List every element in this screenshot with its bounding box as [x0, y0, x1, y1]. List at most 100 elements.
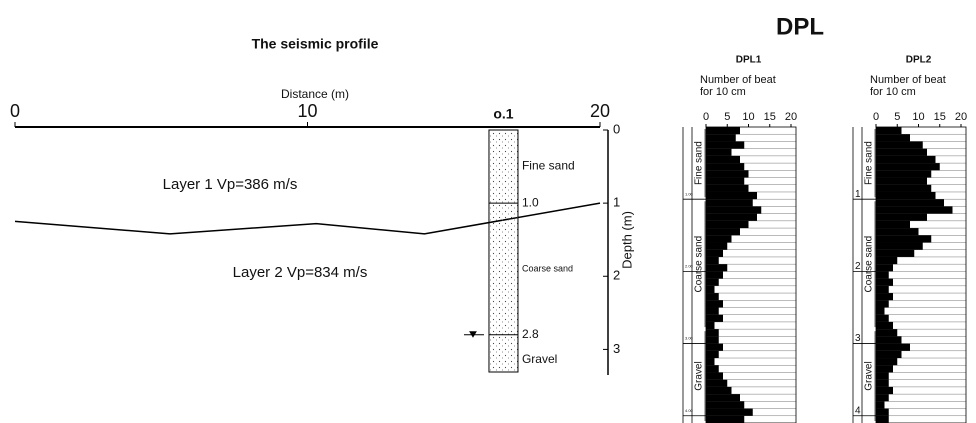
bar: [706, 379, 728, 387]
bar: [706, 256, 719, 265]
annotation: Layer 1 Vp=386 m/s: [163, 176, 298, 193]
bar: [706, 358, 715, 366]
bar: [706, 199, 753, 207]
bar: [876, 213, 927, 221]
bar: [876, 271, 889, 279]
bar: [706, 307, 719, 315]
bar: [876, 321, 893, 330]
bar: [876, 278, 893, 286]
annotation: Layer 2 Vp=834 m/s: [233, 264, 368, 281]
bar: [876, 307, 885, 315]
bar: [706, 177, 745, 185]
bar: [876, 300, 889, 308]
x-axis-label: for 10 cm: [870, 86, 916, 98]
group-title: DPL: [776, 13, 824, 40]
bar: [706, 415, 745, 423]
y-tick-label: 2: [855, 261, 861, 272]
bar: [706, 213, 757, 221]
water-table: [463, 331, 484, 338]
bar: [876, 163, 940, 171]
y-tick-label: 1: [613, 195, 620, 210]
bar: [706, 293, 719, 301]
bar: [876, 386, 893, 395]
layer-label: Coarse sand: [694, 236, 705, 293]
bar: [706, 278, 719, 286]
bar: [706, 170, 749, 178]
x-tick-label: 0: [703, 111, 709, 123]
y-tick-label: 3: [613, 341, 620, 356]
bar: [876, 372, 889, 380]
bar: [876, 170, 932, 178]
bar: [706, 228, 740, 236]
x-tick-label: 20: [590, 101, 610, 121]
bar: [706, 343, 723, 351]
borehole: [488, 129, 519, 373]
bar: [876, 256, 898, 265]
bar: [876, 314, 889, 322]
bar: [876, 228, 919, 236]
bar: [876, 184, 932, 192]
bar: [876, 155, 936, 164]
bar: [706, 329, 719, 337]
depth-mark-label: 1.0: [522, 195, 539, 209]
x-tick-label: 15: [764, 111, 776, 123]
bar: [706, 163, 745, 171]
bar: [876, 177, 927, 185]
layer-label: Fine sand: [522, 159, 575, 173]
chart-title: DPL2: [906, 55, 932, 66]
bar: [876, 379, 889, 387]
x-axis-label: Distance (m): [281, 87, 349, 101]
x-tick-label: 20: [955, 111, 967, 123]
bar: [876, 249, 915, 257]
x-tick-label: 20: [785, 111, 797, 123]
x-tick-label: 10: [912, 111, 924, 123]
chart-title: The seismic profile: [252, 36, 379, 52]
layer-label: Coarse sand: [864, 236, 875, 293]
bar: [876, 365, 893, 373]
bar: [876, 394, 889, 402]
bar: [876, 343, 910, 351]
depth-mark-label: 2.8: [522, 327, 539, 341]
bar: [706, 271, 723, 279]
bar: [876, 329, 898, 337]
x-tick-label: 15: [934, 111, 946, 123]
layer-label: Gravel: [522, 352, 557, 366]
layer-label: Fine sand: [864, 141, 875, 185]
bar: [706, 350, 719, 359]
borehole-label: o.1: [493, 106, 513, 122]
y-tick-label: 1: [855, 189, 861, 200]
bar: [706, 408, 753, 416]
bar: [706, 314, 723, 322]
bar: [876, 199, 944, 207]
x-axis-label: for 10 cm: [700, 86, 746, 98]
bar: [876, 206, 953, 214]
bar: [876, 415, 889, 423]
y-tick-label: 3.00: [685, 336, 694, 341]
y-tick-label: 2.00: [685, 263, 694, 268]
x-tick-label: 5: [724, 111, 730, 123]
chart-title: DPL1: [736, 55, 762, 66]
bar: [706, 264, 728, 272]
bar: [706, 184, 749, 192]
bar: [876, 401, 885, 409]
bar: [706, 365, 719, 373]
bar: [876, 285, 889, 294]
bar: [876, 264, 893, 272]
bar: [706, 191, 757, 200]
y-tick-label: 2: [613, 268, 620, 283]
x-tick-label: 0: [10, 101, 20, 121]
bar: [876, 408, 889, 416]
bar: [706, 321, 715, 330]
x-axis-label: Number of beat: [700, 74, 776, 86]
bar: [876, 350, 902, 359]
bar: [706, 220, 749, 229]
x-tick-label: 10: [297, 101, 317, 121]
bar: [876, 235, 932, 243]
bar: [706, 394, 740, 402]
x-tick-label: 5: [894, 111, 900, 123]
bar: [876, 141, 923, 149]
bar: [706, 336, 719, 344]
y-tick-label: 4: [855, 405, 861, 416]
y-tick-label: 4.00: [685, 408, 694, 413]
